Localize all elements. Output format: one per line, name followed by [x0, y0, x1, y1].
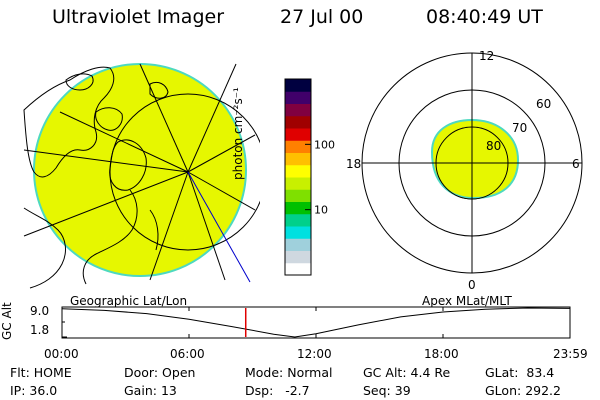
- colorbar-cell: [285, 262, 311, 276]
- gain-value: 13: [160, 383, 177, 398]
- ip-status: IP: 36.0: [10, 383, 58, 398]
- instrument-title: Ultraviolet Imager: [52, 6, 225, 28]
- colorbar-cell: [285, 238, 311, 251]
- polar-mlt-plot: 12 6 0 18 60 70 80: [346, 49, 583, 292]
- date-label: 27 Jul 00: [280, 6, 364, 28]
- ip-value: 36.0: [29, 383, 58, 398]
- mlt-label-12: 12: [479, 49, 494, 63]
- y-tick-high: 9.0: [30, 304, 50, 318]
- colorbar-cell: [285, 177, 311, 190]
- timeline-right-label: Apex MLat/MLT: [422, 294, 512, 308]
- geo-grid: [23, 63, 260, 281]
- colorbar-cell: [285, 103, 311, 117]
- seq-status: Seq: 39: [363, 383, 411, 398]
- lat-label-80: 80: [486, 139, 501, 153]
- glat-value: 83.4: [526, 365, 555, 380]
- timeline-left-label: Geographic Lat/Lon: [70, 294, 188, 308]
- colorbar-cell: [285, 164, 311, 178]
- glon-value: 292.2: [525, 383, 561, 398]
- colorbar-unit-label: photon cm⁻²s⁻¹: [231, 87, 245, 180]
- gcalt-status: GC Alt: 4.4 Re: [363, 365, 451, 380]
- colorbar-cell: [285, 152, 311, 166]
- dsp-value: -2.7: [285, 383, 310, 398]
- lat-label-60: 60: [536, 97, 551, 111]
- gain-status: Gain: 13: [124, 383, 177, 398]
- altitude-timeline: [61, 306, 571, 339]
- door-status: Door: Open: [124, 365, 196, 380]
- colorbar-cell: [285, 140, 311, 153]
- terminator-line: [187, 171, 251, 283]
- colorbar-ticks: 100 10: [305, 138, 335, 217]
- x-tick-0600: 06:00: [170, 347, 205, 361]
- flt-status: Flt: HOME: [10, 365, 72, 380]
- emission-disc: [33, 63, 247, 277]
- colorbar-tick-label: 100: [314, 138, 335, 151]
- colorbar-cell: [285, 250, 311, 264]
- mlt-label-6: 6: [572, 157, 580, 171]
- y-tick-low: 1.8: [30, 323, 50, 337]
- x-tick-1200: 12:00: [297, 347, 332, 361]
- colorbar: 100 10: [284, 78, 335, 276]
- glat-status: GLat: 83.4: [485, 365, 555, 380]
- colorbar-cell: [285, 226, 311, 239]
- mlt-label-0: 0: [468, 278, 476, 292]
- colorbar-cell: [285, 115, 311, 129]
- x-tick-0000: 00:00: [44, 347, 79, 361]
- altitude-curve: [61, 307, 570, 338]
- geographic-image-panel: [23, 63, 260, 289]
- colorbar-cell: [285, 189, 311, 202]
- dsp-status: Dsp: -2.7: [245, 383, 310, 398]
- colorbar-cell: [285, 91, 311, 104]
- coastlines: [23, 66, 169, 289]
- mode-status: Mode: Normal: [245, 365, 333, 380]
- mlt-label-18: 18: [346, 157, 361, 171]
- seq-value: 39: [394, 383, 411, 398]
- colorbar-cell: [285, 79, 311, 92]
- lat-label-70: 70: [512, 121, 527, 135]
- x-tick-1800: 18:00: [424, 347, 459, 361]
- time-label: 08:40:49 UT: [426, 6, 543, 28]
- colorbar-cell: [285, 128, 311, 141]
- mode-value: Normal: [287, 365, 333, 380]
- glon-status: GLon: 292.2: [485, 383, 561, 398]
- colorbar-cell: [285, 213, 311, 227]
- timeline-ticks: [62, 306, 444, 338]
- colorbar-cell: [285, 201, 311, 215]
- x-tick-2359: 23:59: [553, 347, 588, 361]
- gcalt-value: 4.4 Re: [410, 365, 451, 380]
- flt-value: HOME: [33, 365, 72, 380]
- colorbar-tick-label: 10: [314, 204, 328, 217]
- door-value: Open: [162, 365, 196, 380]
